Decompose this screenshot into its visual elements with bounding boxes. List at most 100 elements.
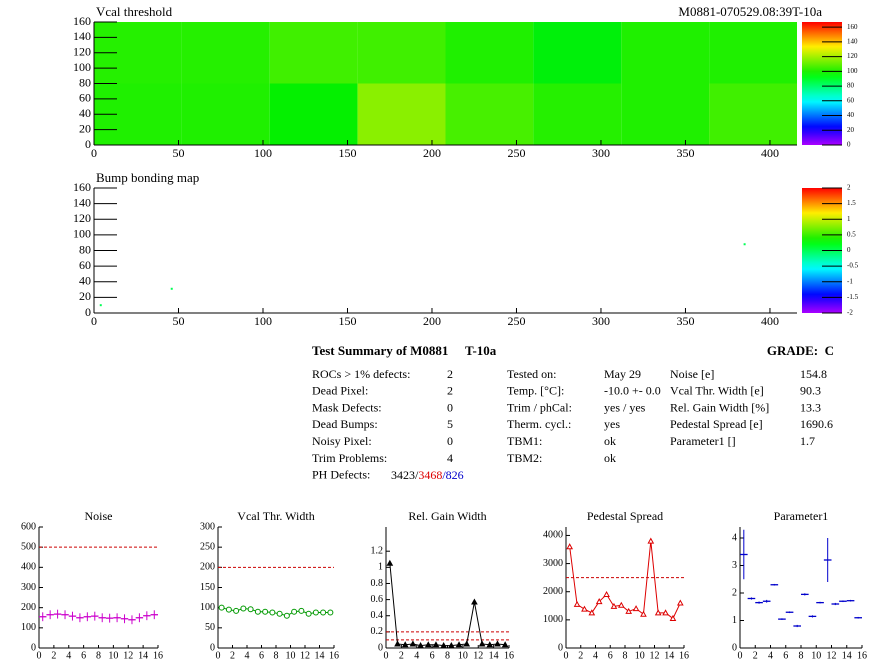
marker [424,641,432,648]
x-tick-label: 16 [329,650,339,661]
marker [610,602,618,609]
heatmap-cell [181,83,270,145]
marker [662,609,669,616]
x-tick-label: 100 [254,146,272,160]
marker [247,606,254,613]
colorbar-label: 80 [847,82,855,90]
y-tick-label: 200 [200,562,215,573]
y-tick-label: 60 [79,258,91,272]
summary-label: Dead Bumps: [312,417,378,431]
x-tick-label: 0 [91,146,97,160]
x-tick-label: 2 [399,650,404,661]
summary-label: Pedestal Spread [e] [670,417,763,431]
summary-label: PH Defects: [312,468,370,482]
y-tick-label: 100 [200,602,215,613]
colorbar-label: 100 [847,67,858,75]
y-tick-label: 0 [210,642,215,653]
x-tick-label: 10 [458,650,468,661]
x-tick-label: 6 [81,650,86,661]
x-tick-label: 0 [384,650,389,661]
x-tick-label: 400 [761,146,779,160]
y-tick-label: 400 [21,562,36,573]
x-tick-label: 300 [592,314,610,328]
marker [486,641,494,648]
series-line [389,563,506,647]
series-line [569,541,681,620]
summary-value: 0 [447,434,453,448]
x-tick-label: 10 [108,650,118,661]
marker [269,609,276,616]
summary-value: 4 [447,451,453,465]
summary-label: Noise [e] [670,367,714,381]
chart-title: Bump bonding map [96,170,199,185]
chart-title: Vcal Thr. Width [237,509,314,523]
x-tick-label: 14 [664,650,674,661]
chart-title: Vcal threshold [96,4,173,19]
y-tick-label: 1.2 [371,545,384,556]
heatmap-cell [181,22,270,84]
x-tick-label: 6 [430,650,435,661]
series-line [221,607,331,617]
summary-label: Dead Pixel: [312,384,368,398]
colorbar-label: 1.5 [847,199,856,207]
y-tick-label: 200 [21,602,36,613]
y-tick-label: 100 [21,622,36,633]
x-tick-label: 10 [811,650,821,661]
marker [283,612,290,619]
colorbar-label: -1 [847,277,853,285]
y-tick-label: 80 [79,242,91,256]
x-tick-label: 16 [504,650,514,661]
y-tick-label: 0.4 [371,610,384,621]
colorbar-label: -0.5 [847,262,859,270]
x-tick-label: 400 [761,314,779,328]
marker [305,610,312,617]
heatmap-cell [269,83,358,145]
marker [401,641,409,648]
x-tick-label: 350 [676,146,694,160]
marker [440,642,448,649]
x-tick-label: 0 [564,650,569,661]
heatmap-cell [357,22,446,84]
summary-grade: GRADE: C [767,343,834,358]
heatmap-cell [357,83,446,145]
y-tick-label: 300 [21,582,36,593]
y-tick-label: 40 [79,274,91,288]
x-tick-label: 14 [489,650,499,661]
summary-value: ok [604,451,616,465]
x-tick-label: 12 [123,650,133,661]
marker [240,605,247,612]
x-tick-label: 6 [783,650,788,661]
summary-value: 5 [447,417,453,431]
marker [478,640,486,647]
marker [471,598,478,605]
ph-defect-count: 3423/ [391,468,419,482]
pixel [743,243,746,246]
x-tick-label: 6 [608,650,613,661]
marker [566,543,574,550]
colorbar-label: 60 [847,96,855,104]
summary-value: 0 [447,400,453,414]
ph-defects: 3423/3468/826 [391,468,464,482]
summary-value: 90.3 [800,384,821,398]
x-tick-label: 4 [593,650,598,661]
marker [409,640,417,647]
y-tick-label: 140 [73,29,91,43]
x-tick-label: 0 [216,650,221,661]
marker [617,601,625,608]
x-tick-label: 250 [507,314,525,328]
marker [298,607,305,614]
heatmap-cell [533,22,622,84]
x-tick-label: 14 [842,650,852,661]
y-tick-label: 0 [732,642,737,653]
x-tick-label: 50 [172,146,184,160]
summary-label: TBM1: [507,434,542,448]
x-tick-label: 8 [445,650,450,661]
x-tick-label: 2 [753,650,758,661]
x-tick-label: 300 [592,146,610,160]
y-tick-label: 100 [73,227,91,241]
marker [463,640,471,647]
marker [625,607,633,614]
marker [640,610,647,617]
